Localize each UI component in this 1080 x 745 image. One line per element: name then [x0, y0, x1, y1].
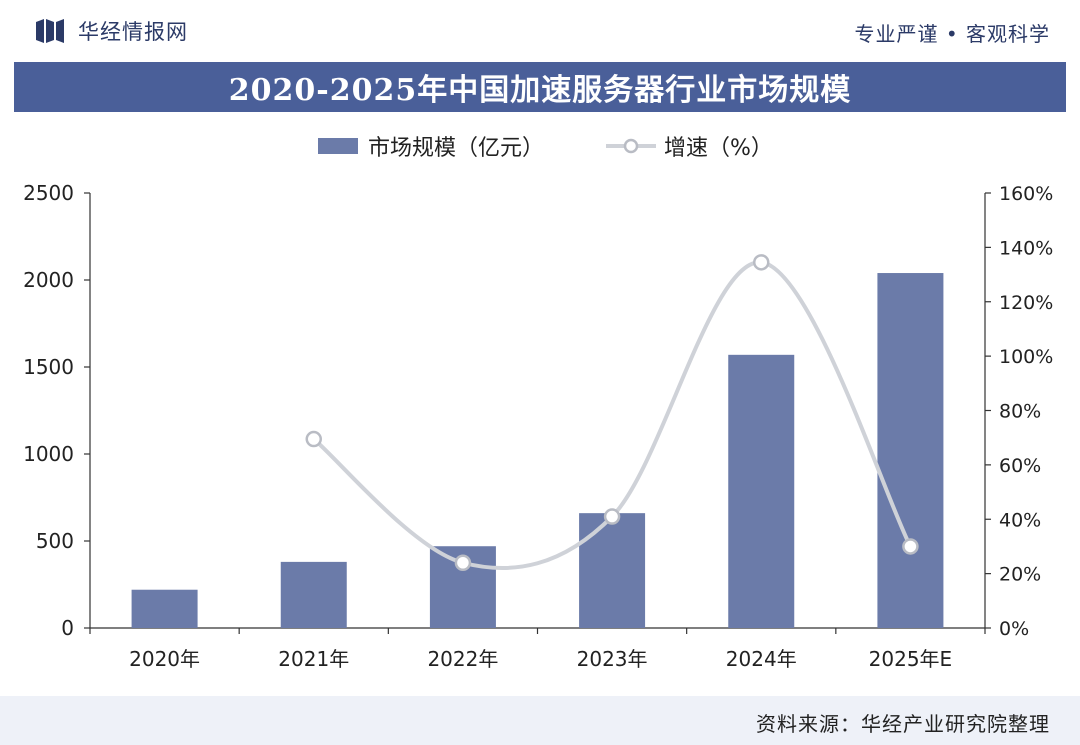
legend-line-label: 增速（%） — [664, 136, 773, 161]
bar — [728, 354, 795, 628]
legend-bar-swatch — [318, 138, 358, 154]
growth-point — [902, 538, 919, 555]
y-left-tick-label: 1500 — [23, 355, 74, 379]
x-tick-label: 2022年 — [427, 647, 498, 671]
y-left-tick-label: 2500 — [23, 181, 74, 205]
chart-title: 2020-2025年中国加速服务器行业市场规模 — [228, 73, 852, 108]
x-tick-label: 2020年 — [129, 647, 200, 671]
legend-bar-label: 市场规模（亿元） — [368, 136, 544, 161]
bar — [877, 273, 944, 628]
x-tick-label: 2021年 — [278, 647, 349, 671]
growth-point — [305, 430, 322, 448]
y-right-tick-label: 60% — [999, 455, 1041, 477]
x-tick-label: 2025年E — [869, 647, 953, 671]
chart: 0 500 1000 1500 2000 2500 0% 20% 40% 60% 80% 100% 12… — [23, 136, 1053, 671]
y-left-tick-label: 500 — [36, 529, 74, 553]
source-note: 资料来源：华经产业研究院整理 — [756, 712, 1050, 736]
y-left-tick-label: 2000 — [23, 268, 74, 292]
y-right-tick-label: 40% — [999, 509, 1041, 531]
bar — [131, 589, 198, 628]
legend-line-marker — [623, 138, 639, 154]
bar — [579, 513, 646, 628]
y-left-tick-label: 1000 — [23, 442, 74, 466]
growth-point — [603, 508, 621, 525]
top-bar: 华经情报网 专业严谨 • 客观科学 — [0, 0, 1080, 58]
brand: 华经情报网 — [36, 16, 188, 46]
tagline: 专业严谨 • 客观科学 — [854, 22, 1050, 46]
growth-line — [312, 260, 913, 570]
brand-name: 华经情报网 — [78, 20, 188, 44]
y-right-tick-label: 80% — [999, 401, 1041, 423]
bar — [280, 561, 347, 628]
y-left-tick-label: 0 — [61, 616, 74, 640]
growth-point — [454, 554, 472, 571]
y-right-tick-label: 20% — [999, 564, 1041, 586]
title-bar: 2020-2025年中国加速服务器行业市场规模 — [14, 62, 1066, 112]
y-right-tick-label: 120% — [999, 292, 1053, 314]
footer: 资料来源：华经产业研究院整理 — [0, 696, 1080, 745]
y-right-tick-label: 100% — [999, 346, 1053, 368]
growth-point — [753, 254, 770, 271]
x-tick-label: 2023年 — [577, 647, 648, 671]
brand-logo-icon — [36, 19, 64, 43]
x-tick-label: 2024年 — [726, 647, 797, 671]
y-right-tick-label: 140% — [999, 237, 1053, 259]
y-right-tick-label: 0% — [999, 618, 1029, 640]
y-right-tick-label: 160% — [999, 183, 1053, 205]
